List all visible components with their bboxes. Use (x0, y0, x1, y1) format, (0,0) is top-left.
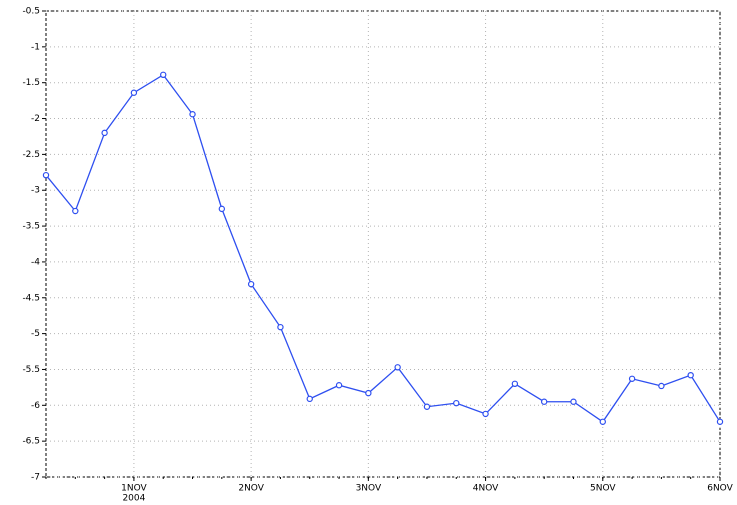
marker (101, 129, 108, 137)
marker (482, 410, 489, 418)
y-tick-label: -4.5 (22, 293, 40, 303)
y-tick-label: -5.5 (22, 365, 40, 375)
marker (394, 364, 401, 371)
x-tick-label: 3NOV (356, 484, 382, 494)
marker (160, 71, 167, 79)
marker (658, 382, 665, 390)
x-tick-label: 4NOV (473, 484, 499, 494)
y-tick-label: -0.5 (22, 7, 40, 17)
y-tick-label: -7 (31, 473, 40, 483)
y-tick-label: -3 (31, 186, 40, 196)
marker (247, 280, 255, 288)
y-tick-label: -1.5 (22, 78, 40, 88)
x-tick-label: 1NOV (121, 484, 147, 494)
marker (189, 111, 196, 118)
marker (277, 323, 284, 331)
marker (423, 403, 431, 410)
y-tick-label: -4 (31, 257, 40, 267)
x-tick-label: 5NOV (590, 484, 616, 494)
x-tick-label: 6NOV (707, 484, 733, 494)
marker (365, 389, 372, 397)
y-tick-label: -5 (31, 329, 40, 339)
marker (218, 205, 226, 213)
y-tick-label: -2 (31, 114, 40, 124)
marker (540, 398, 548, 405)
marker (511, 380, 519, 387)
marker (599, 418, 606, 425)
marker (453, 399, 460, 407)
marker (628, 375, 636, 382)
y-tick-label: -1 (31, 42, 40, 52)
marker (570, 398, 577, 405)
marker (42, 171, 50, 179)
y-tick-label: -2.5 (22, 150, 40, 160)
x-tick-label: 2NOV (238, 484, 264, 494)
y-tick-label: -6.5 (22, 437, 40, 447)
marker (306, 395, 313, 403)
plot-frame (45, 10, 721, 478)
marker (687, 371, 694, 379)
marker (130, 89, 138, 96)
x-year-label: 2004 (122, 494, 145, 504)
marker (72, 207, 79, 215)
line (45, 73, 721, 423)
y-tick-label: -3.5 (22, 222, 40, 232)
marker (335, 382, 343, 389)
marker (716, 418, 724, 425)
y-tick-label: -6 (31, 401, 40, 411)
